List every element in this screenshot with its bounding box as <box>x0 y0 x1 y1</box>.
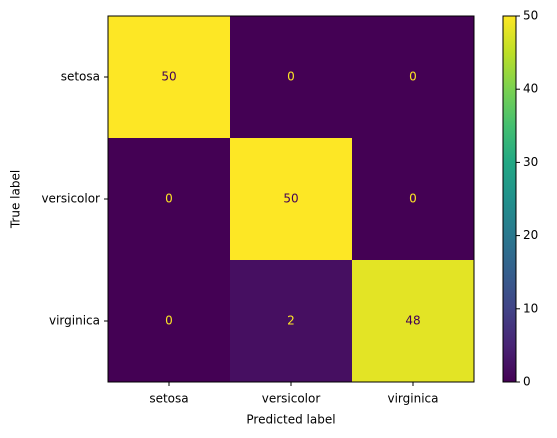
x-axis-label: Predicted label <box>246 413 335 427</box>
y-tick-label: versicolor <box>41 192 100 206</box>
x-tick-label: setosa <box>149 392 188 406</box>
cell-label: 0 <box>165 314 173 328</box>
heatmap-cell <box>108 260 231 383</box>
heatmap-cell <box>352 138 475 261</box>
heatmap-cell <box>230 16 353 139</box>
y-tick-label: setosa <box>61 70 100 84</box>
cell-label: 0 <box>409 70 417 84</box>
cell-label: 0 <box>409 192 417 206</box>
colorbar-tick-label: 20 <box>523 228 538 242</box>
heatmap-cell <box>352 260 475 383</box>
cell-label: 50 <box>161 70 176 84</box>
y-tick-label: virginica <box>49 314 100 328</box>
heatmap-cell <box>230 138 353 261</box>
colorbar-tick-label: 50 <box>523 9 538 23</box>
heatmap-cell <box>108 16 231 139</box>
colorbar-tick-label: 30 <box>523 155 538 169</box>
heatmap-cell <box>108 138 231 261</box>
colorbar <box>502 15 517 383</box>
colorbar-tick-label: 40 <box>523 82 538 96</box>
heatmap-cell <box>230 260 353 383</box>
cell-label: 0 <box>287 70 295 84</box>
cell-label: 2 <box>287 314 295 328</box>
cell-label: 0 <box>165 192 173 206</box>
colorbar-tick-label: 10 <box>523 301 538 315</box>
heatmap-cell <box>352 16 475 139</box>
x-tick-label: versicolor <box>262 392 321 406</box>
cell-label: 48 <box>405 314 420 328</box>
cell-label: 50 <box>283 192 298 206</box>
x-tick-label: virginica <box>388 392 439 406</box>
colorbar-tick-label: 0 <box>523 375 531 389</box>
y-axis-label: True label <box>9 170 23 229</box>
